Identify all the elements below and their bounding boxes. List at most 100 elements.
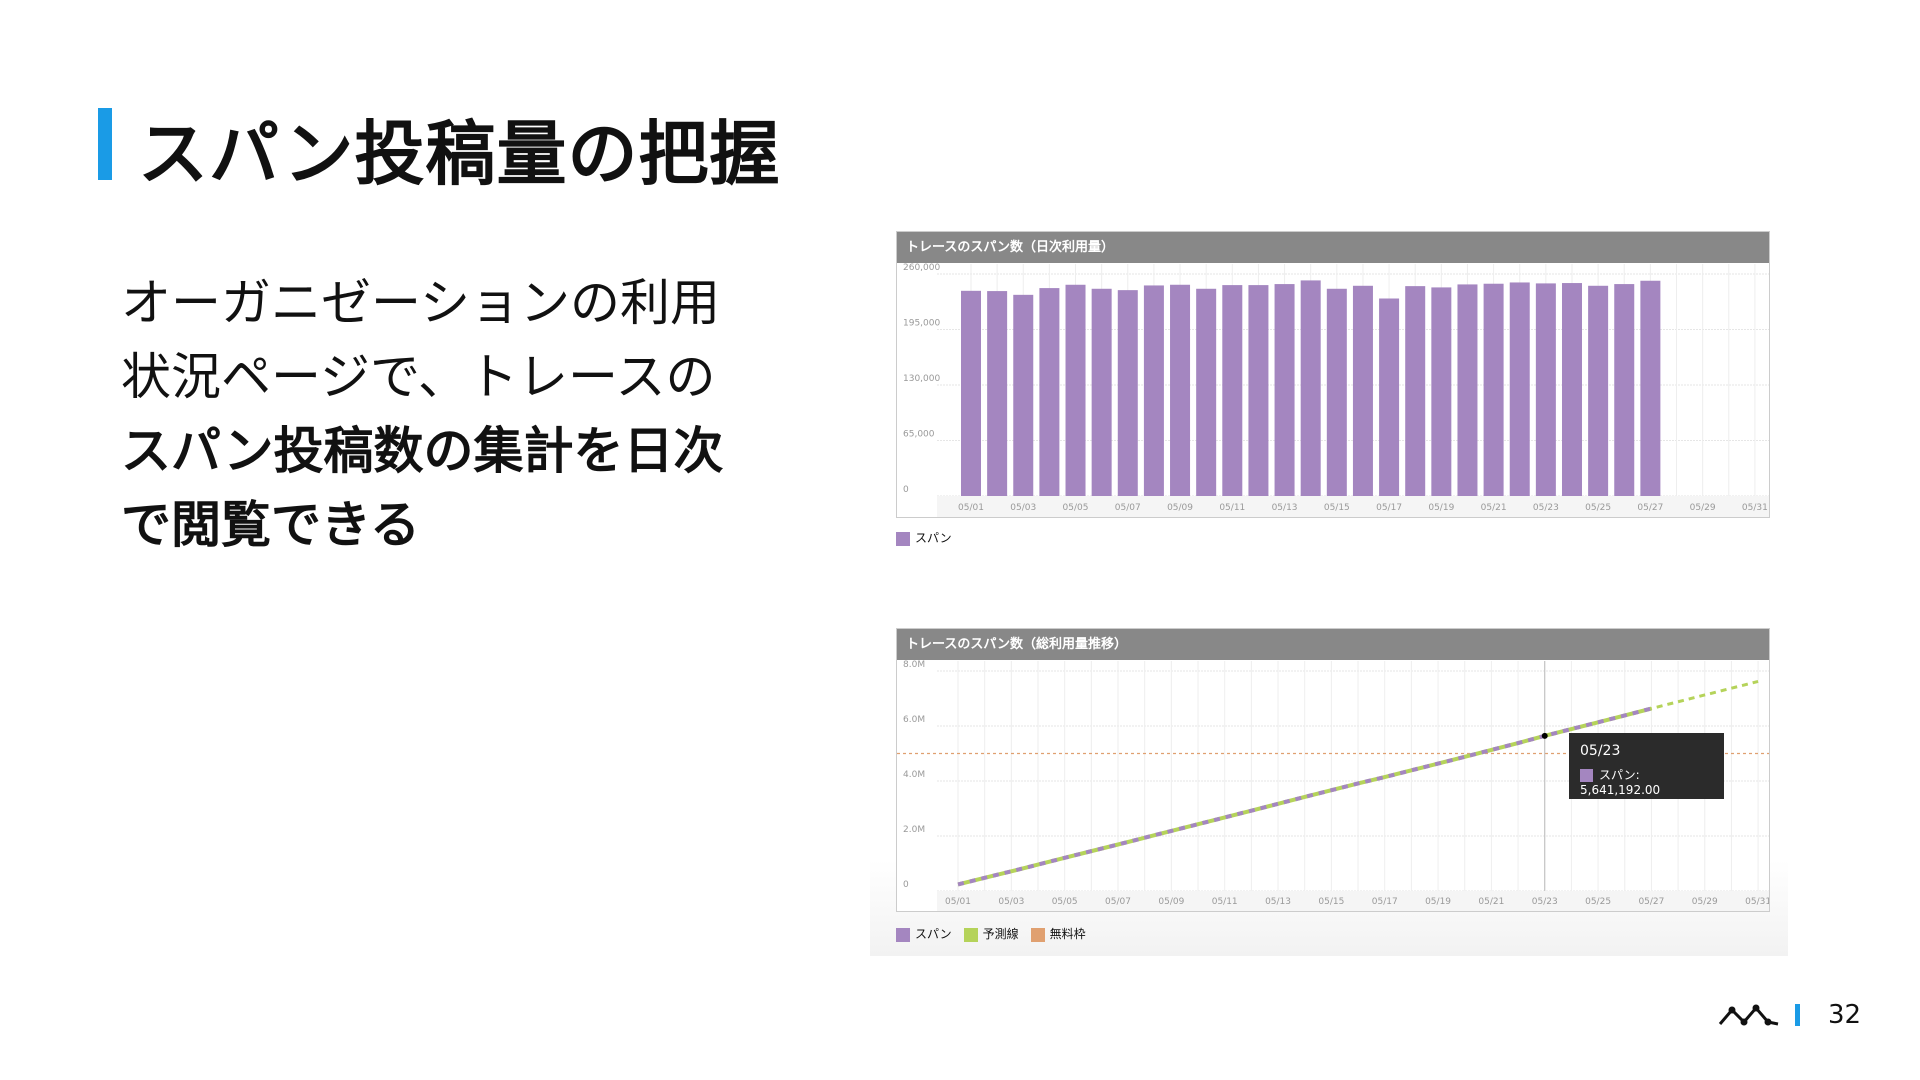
- x-tick-label: 05/21: [1481, 503, 1507, 513]
- bar-05/11: [1222, 285, 1243, 496]
- tooltip-swatch: [1580, 769, 1593, 782]
- bar-05/10: [1196, 288, 1217, 496]
- x-axis-band: [937, 891, 1769, 911]
- y-tick-label: 2.0M: [903, 825, 925, 835]
- bar-05/15: [1326, 288, 1347, 496]
- legend-label: 無料枠: [1049, 927, 1086, 941]
- x-tick-label: 05/15: [1318, 897, 1344, 907]
- y-tick-label: 4.0M: [903, 770, 925, 780]
- page-number: 32: [1828, 1000, 1862, 1030]
- tooltip-date: 05/23: [1580, 743, 1621, 759]
- x-tick-label: 05/03: [998, 897, 1024, 907]
- bar-05/27: [1640, 280, 1661, 496]
- x-tick-label: 05/23: [1533, 503, 1559, 513]
- bar-05/12: [1248, 285, 1269, 496]
- cumulative-chart-legend: スパン 予測線 無料枠: [896, 925, 1086, 942]
- x-tick-label: 05/19: [1425, 897, 1451, 907]
- body-line-bold: で閲覧できる: [121, 496, 420, 554]
- bar-05/26: [1614, 284, 1635, 496]
- forecast-line-overlap: [957, 706, 1652, 887]
- bar-05/17: [1379, 298, 1400, 496]
- x-tick-label: 05/31: [1742, 503, 1768, 513]
- hover-point: [1541, 732, 1548, 739]
- chart-title: トレースのスパン数（総利用量推移）: [897, 629, 1769, 660]
- bar-05/23: [1535, 283, 1556, 496]
- bar-05/22: [1509, 282, 1530, 496]
- x-tick-label: 05/15: [1324, 503, 1350, 513]
- y-tick-label: 6.0M: [903, 715, 925, 725]
- y-tick-label: 65,000: [903, 430, 935, 440]
- x-tick-label: 05/29: [1692, 897, 1718, 907]
- bar-05/18: [1405, 286, 1426, 496]
- legend-label: スパン: [915, 531, 952, 545]
- chart-title: トレースのスパン数（日次利用量）: [897, 232, 1769, 263]
- daily-chart-legend: スパン: [896, 529, 952, 546]
- x-tick-label: 05/27: [1638, 897, 1664, 907]
- x-tick-label: 05/13: [1272, 503, 1298, 513]
- legend-label: スパン: [915, 927, 952, 941]
- cumulative-span-chart: トレースのスパン数（総利用量推移） 0 2.0M 4.0M 6.0M 8.0M 05/01…: [896, 628, 1770, 912]
- legend-item-forecast[interactable]: 予測線: [963, 925, 1019, 942]
- bar-05/16: [1352, 285, 1373, 496]
- body-line-bold: スパン投稿数の集計を日次: [121, 422, 724, 480]
- footer-divider: [1795, 1004, 1800, 1026]
- y-tick-label: 260,000: [903, 263, 940, 273]
- bar-05/05: [1065, 284, 1086, 496]
- x-axis-band: [937, 496, 1769, 517]
- bar-05/21: [1483, 283, 1504, 496]
- x-tick-label: 05/05: [1052, 897, 1078, 907]
- bar-05/07: [1117, 290, 1138, 496]
- x-tick-label: 05/27: [1637, 503, 1663, 513]
- x-tick-label: 05/29: [1690, 503, 1716, 513]
- company-logo-icon: [1718, 1004, 1779, 1026]
- tooltip-value: スパン: 5,641,192.00: [1580, 768, 1661, 797]
- legend-item-free-tier[interactable]: 無料枠: [1030, 925, 1086, 942]
- x-tick-label: 05/09: [1158, 897, 1184, 907]
- y-tick-label: 130,000: [903, 374, 940, 384]
- bar-05/09: [1170, 284, 1191, 496]
- x-tick-label: 05/21: [1478, 897, 1504, 907]
- x-tick-label: 05/05: [1063, 503, 1089, 513]
- slide-title: スパン投稿量の把握: [138, 113, 781, 195]
- legend-item-span[interactable]: スパン: [896, 925, 952, 942]
- bar-05/19: [1431, 287, 1452, 496]
- bar-05/04: [1039, 288, 1060, 496]
- x-tick-label: 05/25: [1585, 897, 1611, 907]
- bar-05/14: [1300, 280, 1321, 496]
- x-tick-label: 05/17: [1376, 503, 1402, 513]
- bar-05/03: [1013, 294, 1034, 496]
- bar-05/24: [1561, 283, 1582, 496]
- bar-05/06: [1091, 288, 1112, 496]
- chart-tooltip: 05/23 スパン: 5,641,192.00: [1569, 733, 1724, 799]
- body-line: 状況ページで、トレースの: [121, 348, 716, 406]
- x-tick-label: 05/17: [1372, 897, 1398, 907]
- x-tick-label: 05/09: [1167, 503, 1193, 513]
- x-tick-label: 05/01: [945, 897, 971, 907]
- bar-05/02: [987, 291, 1008, 496]
- x-tick-label: 05/23: [1532, 897, 1558, 907]
- legend-label: 予測線: [982, 927, 1019, 941]
- daily-span-chart: トレースのスパン数（日次利用量） 0 65,000 130,000 195,000 26…: [896, 231, 1770, 518]
- legend-item-span[interactable]: スパン: [896, 529, 952, 546]
- cumulative-span-line-plot: 0 2.0M 4.0M 6.0M 8.0M 05/01 05/03 05/05 05/07 05/…: [897, 660, 1769, 911]
- x-tick-label: 05/01: [958, 503, 984, 513]
- x-tick-label: 05/07: [1105, 897, 1131, 907]
- y-tick-label: 8.0M: [903, 660, 925, 670]
- y-tick-label: 0: [903, 880, 909, 890]
- x-tick-label: 05/03: [1010, 503, 1036, 513]
- daily-span-bar-plot: 0 65,000 130,000 195,000 260,000 05/01 05/03 05…: [903, 263, 1769, 517]
- bar-05/13: [1274, 284, 1295, 496]
- bar-05/25: [1588, 285, 1609, 496]
- x-tick-label: 05/25: [1585, 503, 1611, 513]
- y-tick-label: 0: [903, 485, 909, 495]
- x-tick-label: 05/11: [1212, 897, 1238, 907]
- legend-swatch: [896, 927, 910, 942]
- legend-swatch: [963, 927, 978, 942]
- legend-swatch: [896, 531, 910, 546]
- bar-05/01: [961, 290, 981, 496]
- y-tick-label: 195,000: [903, 319, 940, 329]
- slide-body: オーガニゼーションの利用 状況ページで、トレースの スパン投稿数の集計を日次 で…: [121, 266, 781, 562]
- bar-05/20: [1457, 284, 1478, 496]
- x-tick-label: 05/11: [1219, 503, 1245, 513]
- legend-swatch: [1030, 927, 1045, 942]
